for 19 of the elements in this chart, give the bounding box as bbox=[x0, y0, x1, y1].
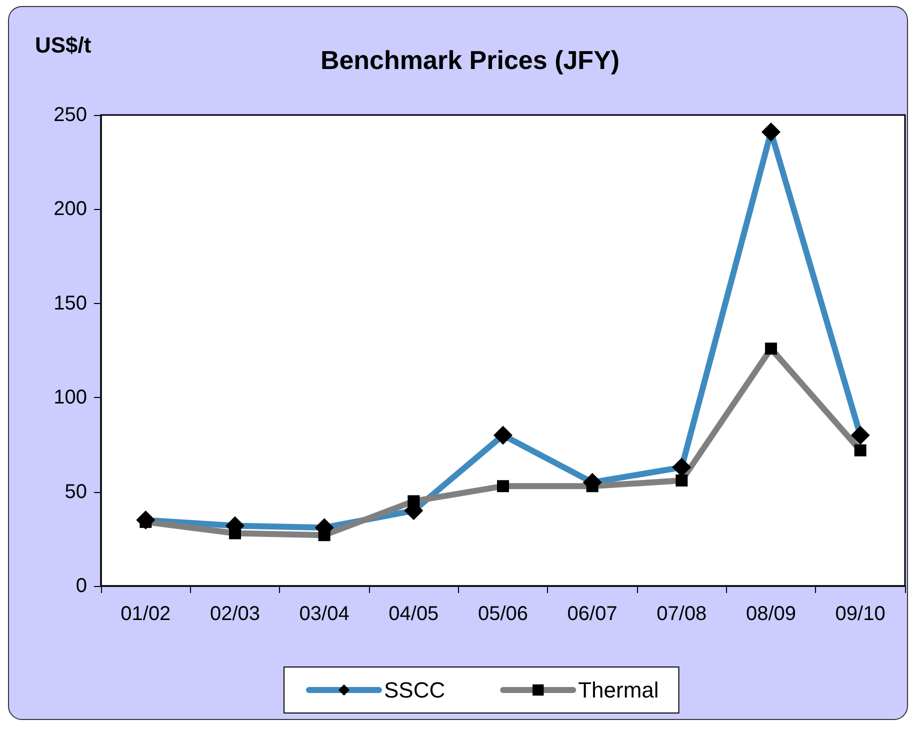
y-tick-label: 100 bbox=[54, 386, 87, 409]
y-tick-label: 200 bbox=[54, 198, 87, 220]
y-tick-label: 50 bbox=[64, 480, 87, 503]
x-tick-label: 08/09 bbox=[746, 603, 796, 625]
x-tick-label: 04/05 bbox=[388, 603, 439, 625]
x-tick-label: 01/02 bbox=[120, 603, 171, 625]
legend-label: Thermal bbox=[578, 678, 659, 702]
chart-title: Benchmark Prices (JFY) bbox=[320, 45, 620, 75]
y-tick-label: 0 bbox=[76, 575, 87, 597]
x-tick-label: 06/07 bbox=[567, 603, 618, 625]
legend-label: SSCC bbox=[384, 678, 446, 702]
y-axis-title: US$/t bbox=[35, 32, 92, 58]
x-tick-label: 03/04 bbox=[299, 603, 350, 625]
x-tick-label: 07/08 bbox=[656, 603, 707, 625]
y-tick-label: 250 bbox=[54, 104, 87, 126]
y-tick-label: 150 bbox=[54, 292, 87, 314]
x-tick-label: 09/10 bbox=[835, 603, 886, 625]
x-tick-label: 02/03 bbox=[210, 603, 260, 625]
x-tick-label: 05/06 bbox=[478, 603, 528, 625]
